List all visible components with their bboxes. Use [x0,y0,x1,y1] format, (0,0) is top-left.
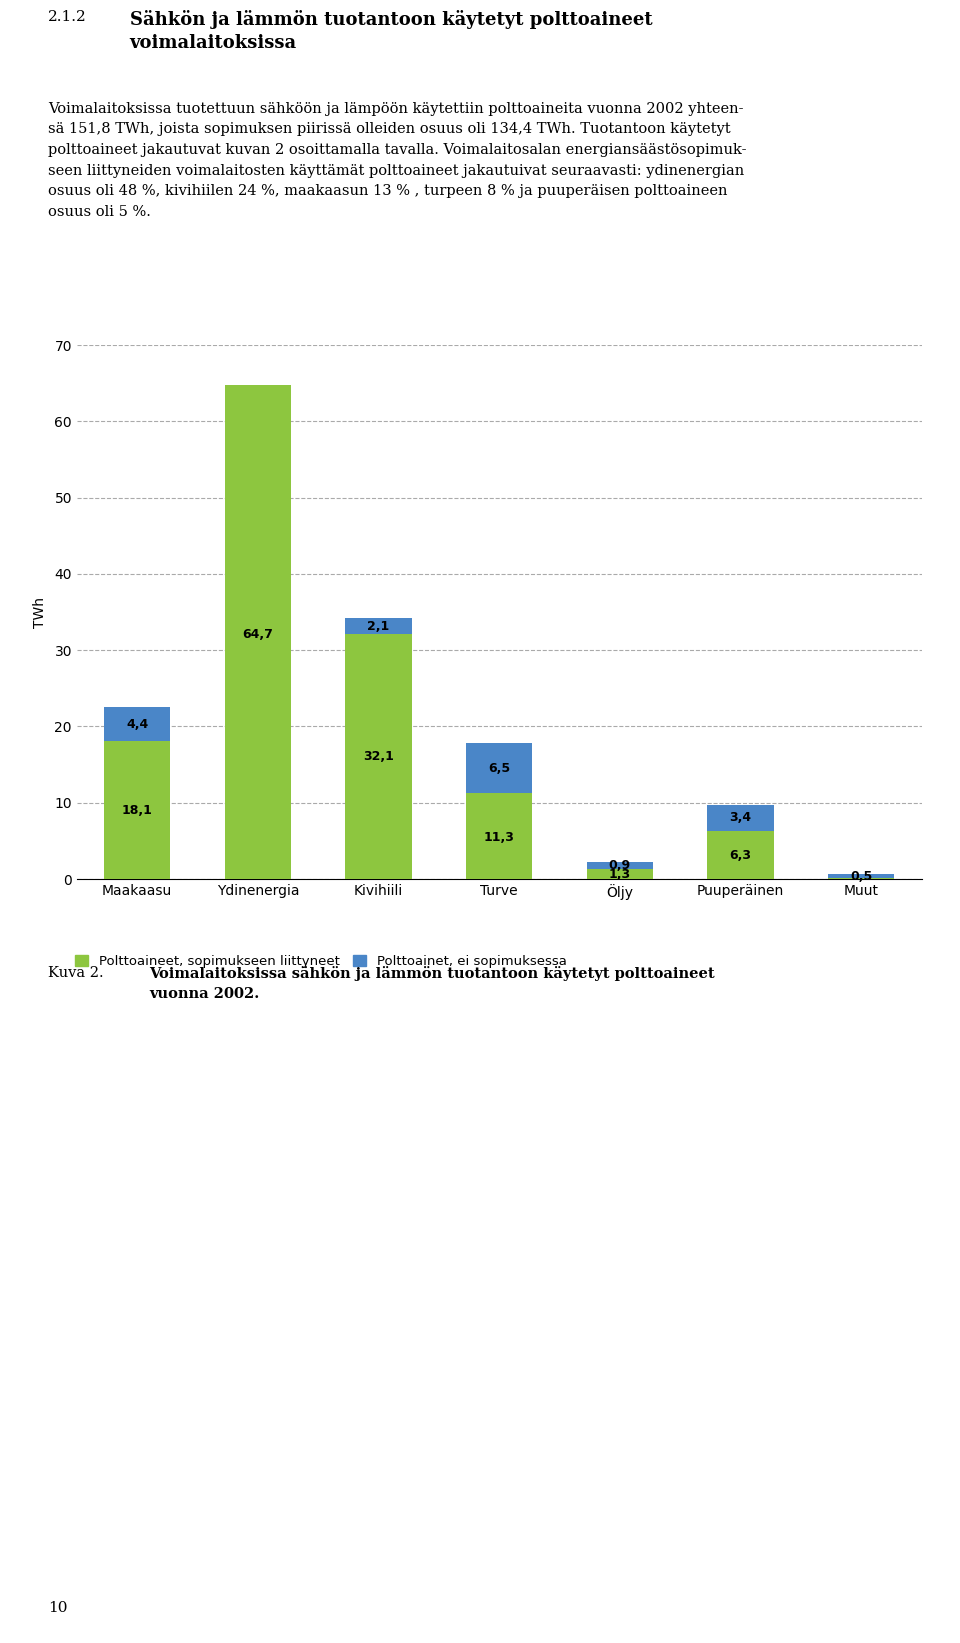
Bar [225,386,291,879]
Bar [708,805,774,831]
Text: 10: 10 [48,1600,67,1615]
Text: 1,3: 1,3 [609,868,631,881]
Text: 6,3: 6,3 [730,849,752,863]
Text: 2,1: 2,1 [368,619,390,633]
Text: 0,9: 0,9 [609,859,631,872]
Text: Voimalaitoksissa tuotettuun sähköön ja lämpöön käytettiin polttoaineita vuonna 2: Voimalaitoksissa tuotettuun sähköön ja l… [48,102,747,219]
Text: 18,1: 18,1 [122,803,153,817]
Bar [346,618,412,634]
Text: 0,5: 0,5 [851,869,873,882]
Text: 3,4: 3,4 [730,812,752,825]
Bar [587,863,653,869]
Bar [104,708,170,741]
Text: 6,5: 6,5 [488,761,511,774]
Text: Kuva 2.: Kuva 2. [48,966,104,981]
Bar [104,741,170,879]
Y-axis label: TWh: TWh [34,596,47,628]
Bar [708,831,774,879]
Text: Voimalaitoksissa sähkön ja lämmön tuotantoon käytetyt polttoaineet
vuonna 2002.: Voimalaitoksissa sähkön ja lämmön tuotan… [149,966,714,1001]
Legend: Polttoaineet, sopimukseen liittyneet, Polttoainet, ei sopimuksessa: Polttoaineet, sopimukseen liittyneet, Po… [75,955,566,968]
Text: 2.1.2: 2.1.2 [48,10,86,25]
Bar [466,743,533,794]
Bar [466,794,533,879]
Bar [828,874,895,879]
Text: 32,1: 32,1 [363,751,394,764]
Bar [346,634,412,879]
Text: 64,7: 64,7 [242,628,274,641]
Text: 11,3: 11,3 [484,831,515,843]
Bar [587,869,653,879]
Text: Sähkön ja lämmön tuotantoon käytetyt polttoaineet
voimalaitoksissa: Sähkön ja lämmön tuotantoon käytetyt pol… [130,10,652,53]
Text: 4,4: 4,4 [126,718,148,731]
